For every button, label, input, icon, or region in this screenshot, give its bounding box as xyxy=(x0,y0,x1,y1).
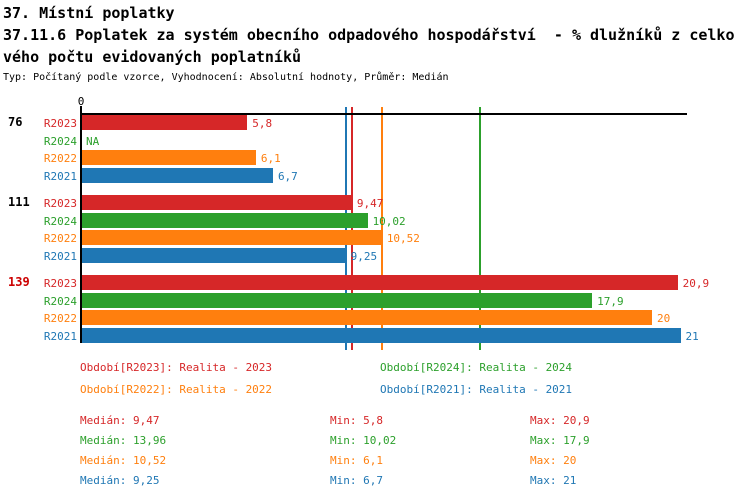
report-title: 37. Místní poplatky xyxy=(3,4,175,22)
bar-value-label: 6,7 xyxy=(277,169,298,183)
stat-min: Min: 6,7 xyxy=(330,474,383,487)
bar-value-label: 9,47 xyxy=(356,197,384,210)
y-axis-line xyxy=(80,106,82,343)
bar-r2021 xyxy=(82,327,681,343)
group-label: 111 xyxy=(8,195,30,209)
stat-min: Min: 5,8 xyxy=(330,414,383,427)
stat-max: Max: 20,9 xyxy=(530,414,590,427)
bar-r2023 xyxy=(82,195,352,210)
legend-item: Období[R2024]: Realita - 2024 xyxy=(380,361,573,374)
bar-r2024 xyxy=(82,212,368,228)
stat-min: Min: 10,02 xyxy=(330,434,397,447)
report-meta: Typ: Počítaný podle vzorce, Vyhodnocení:… xyxy=(3,72,449,83)
bar-series-label: R2021 xyxy=(43,249,77,263)
bar-value-label: 21 xyxy=(685,329,699,343)
stat-min: Min: 6,1 xyxy=(330,454,383,467)
report-header: 37. Místní poplatky 37.11.6 Poplatek za … xyxy=(3,2,750,86)
bar-r2023 xyxy=(82,115,248,130)
bar-r2023 xyxy=(82,275,678,290)
stat-median: Medián: 10,52 xyxy=(80,454,167,467)
stat-median: Medián: 9,47 xyxy=(80,414,160,427)
bar-r2024 xyxy=(82,292,593,308)
group-label: 76 xyxy=(8,115,23,129)
median-line-r2023 xyxy=(350,107,353,350)
bar-value-label: 17,9 xyxy=(597,294,624,308)
bar-r2021 xyxy=(82,167,273,183)
bar-value-label: 10,02 xyxy=(372,214,406,228)
axis-origin-label: 0 xyxy=(77,95,85,108)
legend-item: Období[R2023]: Realita - 2023 xyxy=(80,361,273,374)
bar-value-label: 9,25 xyxy=(350,249,378,263)
bar-series-label: R2023 xyxy=(43,277,77,290)
legend-item: Období[R2021]: Realita - 2021 xyxy=(380,383,573,396)
bar-r2022 xyxy=(82,230,382,245)
stat-median: Medián: 9,25 xyxy=(80,474,160,487)
stat-max: Max: 17,9 xyxy=(530,434,590,447)
stats-panel: Medián: 9,47 Min: 5,8 Max: 20,9 Medián: 13,… xyxy=(80,414,740,487)
median-line-r2022 xyxy=(380,107,383,350)
bar-value-label: 20 xyxy=(657,312,671,325)
x-axis-line xyxy=(80,113,687,115)
bar-series-label: R2024 xyxy=(43,214,77,228)
bar-value-label: 10,52 xyxy=(386,232,420,245)
bar-series-label: R2022 xyxy=(43,232,77,245)
legend: Období[R2023]: Realita - 2023 Období[R202… xyxy=(80,361,740,396)
group-label: 139 xyxy=(8,275,30,289)
median-line-r2024 xyxy=(478,107,481,350)
bar-series-label: R2021 xyxy=(43,169,77,183)
bar-series-label: R2021 xyxy=(43,329,77,343)
stat-max: Max: 21 xyxy=(530,474,577,487)
bar-r2022 xyxy=(82,150,256,165)
bar-value-label: NA xyxy=(86,134,100,148)
legend-item: Období[R2022]: Realita - 2022 xyxy=(80,383,273,396)
median-line-r2021 xyxy=(344,107,347,350)
bar-series-label: R2023 xyxy=(43,117,77,130)
bar-series-label: R2022 xyxy=(43,312,77,325)
bar-r2021 xyxy=(82,247,346,263)
bar-value-label: 5,8 xyxy=(252,117,273,130)
report-subtitle-line2: vého počtu evidovaných poplatníků xyxy=(3,48,302,66)
bar-value-label: 20,9 xyxy=(682,277,710,290)
bar-series-label: R2024 xyxy=(43,134,77,148)
stat-max: Max: 20 xyxy=(530,454,577,467)
bar-r2022 xyxy=(82,310,652,325)
report-subtitle-line1: 37.11.6 Poplatek za systém obecního odpa… xyxy=(3,26,735,44)
bar-series-label: R2023 xyxy=(43,197,77,210)
bar-value-label: 6,1 xyxy=(260,152,281,165)
bar-series-label: R2024 xyxy=(43,294,77,308)
bar-series-label: R2022 xyxy=(43,152,77,165)
stat-median: Medián: 13,96 xyxy=(80,434,167,447)
